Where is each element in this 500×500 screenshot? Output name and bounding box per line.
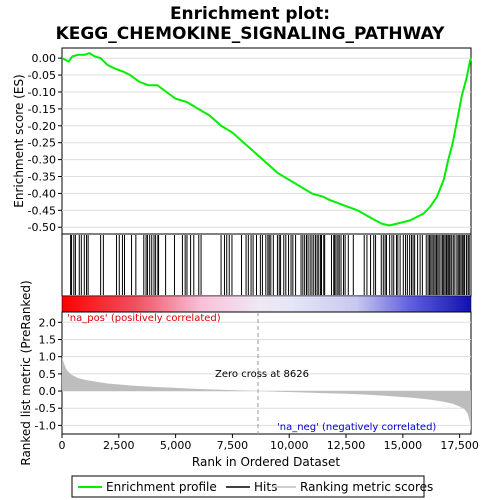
hit-marks bbox=[70, 235, 470, 295]
chart-title-line2: KEGG_CHEMOKINE_SIGNALING_PATHWAY bbox=[56, 24, 446, 44]
zero-cross-label: Zero cross at 8626 bbox=[215, 369, 309, 380]
es-y-tick-label: -0.45 bbox=[28, 204, 56, 217]
metric-y-tick-label: 0.5 bbox=[39, 368, 57, 381]
metric-y-tick-label: 2.0 bbox=[39, 316, 57, 329]
metric-y-tick-label: -0.5 bbox=[35, 402, 56, 415]
metric-panel: 2.0 1.5 1.0 0.5 0.0 -0.5 -1.0 'na_pos' (positi… bbox=[35, 311, 472, 435]
hits-panel bbox=[61, 233, 472, 297]
ranking-color-bar bbox=[61, 295, 472, 313]
chart-title-line1: Enrichment plot: bbox=[170, 4, 330, 24]
x-tick-label: 10,000 bbox=[270, 439, 309, 452]
metric-y-tick-label: -1.0 bbox=[35, 419, 56, 432]
es-y-ticks: 0.00 -0.05 -0.10 -0.15 -0.20 -0.25 -0.30 -0.35 -… bbox=[28, 52, 62, 234]
neg-label: 'na_neg' (negatively correlated) bbox=[277, 422, 436, 433]
x-tick-label: 0 bbox=[59, 439, 66, 452]
x-tick-label: 7,500 bbox=[217, 439, 249, 452]
x-axis-ticks: 0 2,500 5,000 7,500 10,000 12,500 15,000 17,500 bbox=[59, 434, 479, 452]
y-axis-label-es: Enrichment score (ES) bbox=[12, 74, 26, 207]
y-axis-label-metric: Ranked list metric (PreRanked) bbox=[19, 280, 33, 465]
es-y-tick-label: -0.20 bbox=[28, 120, 56, 133]
x-axis-label: Rank in Ordered Dataset bbox=[192, 455, 340, 469]
x-tick-label: 17,500 bbox=[440, 439, 479, 452]
legend: Enrichment profile Hits Ranking metric s… bbox=[71, 475, 433, 498]
legend-hits-label: Hits bbox=[254, 480, 277, 494]
pos-label: 'na_pos' (positively correlated) bbox=[67, 313, 221, 324]
x-tick-label: 12,500 bbox=[327, 439, 366, 452]
x-tick-label: 2,500 bbox=[103, 439, 135, 452]
es-y-tick-label: -0.30 bbox=[28, 154, 56, 167]
legend-es-label: Enrichment profile bbox=[106, 480, 217, 494]
es-panel-frame bbox=[61, 47, 472, 235]
metric-y-tick-label: 1.0 bbox=[39, 351, 57, 364]
metric-area bbox=[62, 357, 471, 433]
metric-y-ticks: 2.0 1.5 1.0 0.5 0.0 -0.5 -1.0 bbox=[35, 316, 62, 432]
metric-y-tick-label: 1.5 bbox=[39, 333, 57, 346]
es-y-tick-label: -0.40 bbox=[28, 187, 56, 200]
es-panel: 0.00 -0.05 -0.10 -0.15 -0.20 -0.25 -0.30 -0.35 -… bbox=[28, 47, 472, 235]
es-y-tick-label: -0.15 bbox=[28, 103, 56, 116]
es-y-tick-label: -0.35 bbox=[28, 171, 56, 184]
es-y-tick-label: 0.00 bbox=[32, 52, 57, 65]
es-y-tick-label: -0.05 bbox=[28, 69, 56, 82]
es-y-tick-label: -0.10 bbox=[28, 86, 56, 99]
x-tick-label: 15,000 bbox=[384, 439, 423, 452]
es-y-tick-label: -0.50 bbox=[28, 221, 56, 234]
x-tick-label: 5,000 bbox=[160, 439, 192, 452]
metric-y-tick-label: 0.0 bbox=[39, 385, 57, 398]
metric-panel-frame bbox=[61, 311, 472, 435]
legend-metric-label: Ranking metric scores bbox=[300, 480, 433, 494]
es-y-tick-label: -0.25 bbox=[28, 137, 56, 150]
es-curve bbox=[61, 51, 472, 227]
